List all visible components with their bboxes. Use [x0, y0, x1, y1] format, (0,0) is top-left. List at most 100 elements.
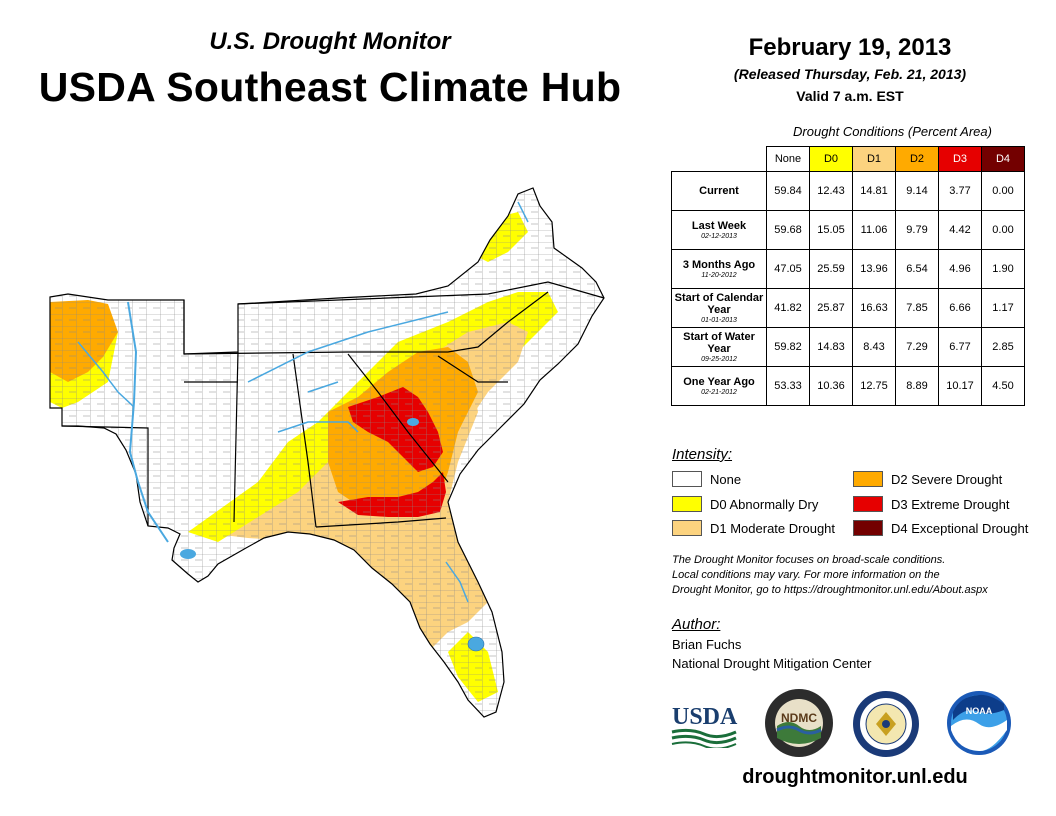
- table-cell: 3.77: [938, 171, 982, 211]
- column-header-d3: D3: [938, 146, 982, 172]
- map-date: February 19, 2013: [748, 34, 952, 61]
- usda-logo-text: USDA: [672, 704, 738, 730]
- row-label-text: Current: [699, 185, 739, 197]
- row-date: 02-12-2013: [701, 232, 737, 240]
- drought-map: [49, 187, 605, 718]
- column-header-d1: D1: [852, 146, 896, 172]
- table-cell: 13.96: [852, 249, 896, 289]
- table-cell: 4.50: [981, 366, 1025, 406]
- valid-time: Valid 7 a.m. EST: [796, 88, 904, 104]
- table-cell: 14.81: [852, 171, 896, 211]
- table-cell: 10.17: [938, 366, 982, 406]
- table-cell: 25.87: [809, 288, 853, 328]
- table-cell: 9.79: [895, 210, 939, 250]
- drought-areas: [50, 188, 604, 717]
- table-cell: 9.14: [895, 171, 939, 211]
- hub-title: USDA Southeast Climate Hub: [38, 64, 622, 110]
- author-name: Brian Fuchs: [672, 637, 742, 652]
- table-caption: Drought Conditions (Percent Area): [793, 124, 992, 139]
- table-row: One Year Ago 02-21-2012 53.33 10.36 12.75 8.8…: [671, 366, 1025, 406]
- table-row: Start of Calendar Year 01-01-2013 41.82 25.…: [671, 288, 1025, 328]
- author-label: Author:: [672, 616, 721, 633]
- note-line: The Drought Monitor focuses on broad-sca…: [672, 554, 946, 566]
- row-date: 11-20-2012: [701, 271, 737, 279]
- row-label: 3 Months Ago 11-20-2012: [671, 249, 767, 289]
- table-cell: 4.96: [938, 249, 982, 289]
- row-label-text: 3 Months Ago: [682, 258, 756, 271]
- table-cell: 2.85: [981, 327, 1025, 367]
- table-cell: 12.75: [852, 366, 896, 406]
- legend-label: None: [710, 471, 742, 487]
- legend-swatch: [672, 471, 702, 487]
- website-link[interactable]: droughtmonitor.unl.edu: [742, 766, 968, 788]
- legend-label: D4 Exceptional Drought: [891, 520, 1029, 536]
- legend-label: D2 Severe Drought: [891, 471, 1003, 487]
- table-cell: 4.42: [938, 210, 982, 250]
- table-cell: 6.66: [938, 288, 982, 328]
- legend-label: D1 Moderate Drought: [710, 520, 836, 536]
- table-cell: 6.54: [895, 249, 939, 289]
- table-cell: 8.89: [895, 366, 939, 406]
- table-cell: 59.84: [766, 171, 810, 211]
- table-cell: 11.06: [852, 210, 896, 250]
- row-date: 02-21-2012: [701, 388, 737, 396]
- table-cell: 12.43: [809, 171, 853, 211]
- table-row: Start of Water Year 09-25-2012 59.82 14.83 8…: [671, 327, 1025, 367]
- table-cell: 1.90: [981, 249, 1025, 289]
- legend-label: D3 Extreme Drought: [891, 496, 1010, 512]
- column-header-d2: D2: [895, 146, 939, 172]
- table-cell: 15.05: [809, 210, 853, 250]
- rivers: [77, 201, 529, 652]
- legend-item-none: None: [672, 470, 741, 488]
- legend-item-d0: D0 Abnormally Dry: [672, 495, 818, 513]
- legend-title: Intensity:: [672, 446, 733, 463]
- row-label: Last Week 02-12-2013: [671, 210, 767, 250]
- table-cell: 0.00: [981, 210, 1025, 250]
- column-header-d0: D0: [809, 146, 853, 172]
- table-cell: 59.82: [766, 327, 810, 367]
- row-label-text: Last Week: [691, 219, 747, 232]
- row-label-text: Start of Water Year: [683, 330, 755, 355]
- table-row: 3 Months Ago 11-20-2012 47.05 25.59 13.96 6.5…: [671, 249, 1025, 289]
- legend-swatch: [853, 471, 883, 487]
- author-org: National Drought Mitigation Center: [672, 656, 872, 671]
- ndmc-logo-text: NDMC: [781, 711, 817, 725]
- legend-swatch: [853, 520, 883, 536]
- table-cell: 53.33: [766, 366, 810, 406]
- note-line: Drought Monitor, go to https://droughtmo…: [672, 584, 988, 596]
- table-cell: 14.83: [809, 327, 853, 367]
- legend-item-d4: D4 Exceptional Drought: [853, 519, 1028, 537]
- legend-item-d1: D1 Moderate Drought: [672, 519, 835, 537]
- table-cell: 7.29: [895, 327, 939, 367]
- table-cell: 0.00: [981, 171, 1025, 211]
- noaa-logo: NOAA: [947, 691, 1011, 755]
- table-cell: 41.82: [766, 288, 810, 328]
- legend-item-d2: D2 Severe Drought: [853, 470, 1002, 488]
- table-cell: 16.63: [852, 288, 896, 328]
- legend-item-d3: D3 Extreme Drought: [853, 495, 1010, 513]
- table-cell: 59.68: [766, 210, 810, 250]
- table-cell: 25.59: [809, 249, 853, 289]
- legend-swatch: [672, 520, 702, 536]
- row-label: Start of Calendar Year 01-01-2013: [671, 288, 767, 328]
- row-date: 09-25-2012: [701, 355, 737, 363]
- note-line: Local conditions may vary. For more info…: [672, 569, 940, 581]
- table-row: Last Week 02-12-2013 59.68 15.05 11.06 9.79 4.…: [671, 210, 1025, 250]
- commerce-seal: [853, 691, 919, 757]
- table-cell: 10.36: [809, 366, 853, 406]
- legend-swatch: [672, 496, 702, 512]
- table-cell: 47.05: [766, 249, 810, 289]
- row-label-text: One Year Ago: [683, 375, 755, 388]
- legend-label: D0 Abnormally Dry: [710, 496, 819, 512]
- table-cell: 1.17: [981, 288, 1025, 328]
- monitor-note: The Drought Monitor focuses on broad-sca…: [672, 553, 1042, 598]
- release-date: (Released Thursday, Feb. 21, 2013): [733, 66, 967, 82]
- row-label: Current: [671, 171, 767, 211]
- column-header-d4: D4: [981, 146, 1025, 172]
- noaa-logo-text: NOAA: [966, 706, 993, 716]
- table-cell: 8.43: [852, 327, 896, 367]
- row-label-text: Start of Calendar Year: [674, 291, 764, 316]
- row-date: 01-01-2013: [701, 316, 737, 324]
- table-row: Current 59.84 12.43 14.81 9.14 3.77 0.00: [671, 171, 1025, 211]
- drought-conditions-table: None D0 D1 D2 D3 D4 Current 59.84 12.43 14.…: [671, 146, 1025, 406]
